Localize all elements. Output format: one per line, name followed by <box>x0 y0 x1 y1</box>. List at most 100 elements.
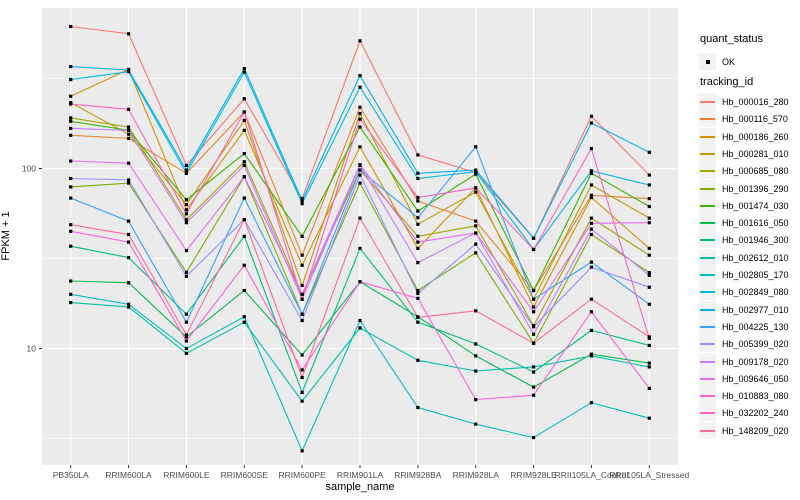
legend-key-swatch <box>699 196 716 214</box>
data-point <box>184 248 189 253</box>
data-point <box>184 320 189 324</box>
legend-item-label: OK <box>722 57 736 67</box>
legend-item-label: Hb_000016_280 <box>722 97 789 107</box>
data-point <box>300 297 304 301</box>
data-point <box>126 125 131 129</box>
data-point <box>531 247 536 252</box>
series-color-line-icon <box>700 170 715 173</box>
data-point <box>416 246 420 250</box>
data-point <box>416 315 420 319</box>
data-point <box>589 193 594 197</box>
data-point <box>358 246 362 250</box>
data-point <box>184 203 189 207</box>
data-point <box>647 216 651 220</box>
data-point <box>69 116 73 120</box>
data-point <box>69 185 73 189</box>
data-point <box>126 161 131 165</box>
data-point <box>474 342 478 346</box>
data-point <box>647 386 651 391</box>
legend-item-label: Hb_001396_290 <box>722 183 789 194</box>
legend-key-swatch <box>699 248 716 266</box>
legend-item-label: Hb_009646_050 <box>722 373 789 384</box>
data-point <box>242 163 246 168</box>
legend-key-swatch <box>699 283 716 301</box>
data-point <box>300 312 304 316</box>
data-point <box>69 65 73 69</box>
data-point <box>184 270 189 274</box>
data-point <box>647 302 651 306</box>
data-point <box>184 346 189 351</box>
legend-key-swatch <box>699 404 716 422</box>
series-color-line-icon <box>700 118 715 121</box>
data-point <box>126 281 131 285</box>
data-point <box>300 202 304 206</box>
data-point <box>300 292 304 296</box>
data-point <box>531 310 536 314</box>
quant-ok-key <box>699 53 716 70</box>
series-color-line-icon <box>700 360 715 363</box>
data-point <box>358 168 362 172</box>
data-point <box>69 126 73 131</box>
legend-key-swatch <box>699 421 716 439</box>
point-marker-icon <box>706 60 710 64</box>
data-point <box>416 199 420 203</box>
data-point <box>69 279 73 283</box>
data-point <box>589 401 594 405</box>
data-point <box>416 171 420 175</box>
data-point <box>126 107 131 111</box>
data-point <box>647 416 651 420</box>
data-point <box>474 231 478 235</box>
series-color-line-icon <box>700 187 715 190</box>
data-point <box>647 150 651 154</box>
series-color-line-icon <box>700 274 715 276</box>
data-point <box>416 234 420 238</box>
data-point <box>474 219 478 223</box>
x-tick-label: RRIM600LE <box>163 470 210 480</box>
legend-item-label: Hb_001616_050 <box>722 218 789 229</box>
data-point <box>416 261 420 265</box>
legend-key-swatch <box>699 179 716 197</box>
data-point <box>416 153 420 157</box>
data-point <box>474 170 478 174</box>
legend-item-label: Hb_001474_030 <box>722 200 789 211</box>
series-color-line-icon <box>700 101 715 103</box>
data-point <box>126 305 131 309</box>
data-point <box>531 341 536 345</box>
data-point <box>647 285 651 289</box>
data-point <box>358 280 362 284</box>
data-point <box>474 168 478 172</box>
data-point <box>416 222 420 226</box>
series-color-line-icon <box>700 152 715 155</box>
data-point <box>242 97 246 101</box>
data-point <box>300 199 304 203</box>
data-point <box>242 151 246 156</box>
data-point <box>531 365 536 369</box>
legend-item-label: Hb_148209_020 <box>722 425 789 436</box>
y-tick-label: 10 <box>27 344 37 354</box>
data-point <box>300 399 304 403</box>
data-point <box>69 223 73 227</box>
series-color-line-icon <box>700 412 715 415</box>
data-point <box>126 219 131 223</box>
legend-item-label: Hb_002977_010 <box>722 304 789 315</box>
data-point <box>69 119 73 123</box>
data-point <box>69 300 73 305</box>
data-point <box>242 263 246 267</box>
data-point <box>589 354 594 358</box>
series-color-line-icon <box>700 377 715 380</box>
data-point <box>242 70 246 74</box>
data-point <box>416 288 420 293</box>
data-point <box>242 118 246 123</box>
data-point <box>531 385 536 389</box>
data-point <box>184 351 189 355</box>
legend-title-quant-status: quant_status <box>700 33 763 45</box>
legend-key-swatch <box>699 300 716 318</box>
legend-item-label: Hb_001946_300 <box>722 235 789 246</box>
data-point <box>647 173 651 177</box>
data-point <box>126 178 131 182</box>
data-point <box>358 125 362 129</box>
data-point <box>126 181 131 185</box>
data-point <box>184 274 189 278</box>
data-point <box>242 218 246 222</box>
